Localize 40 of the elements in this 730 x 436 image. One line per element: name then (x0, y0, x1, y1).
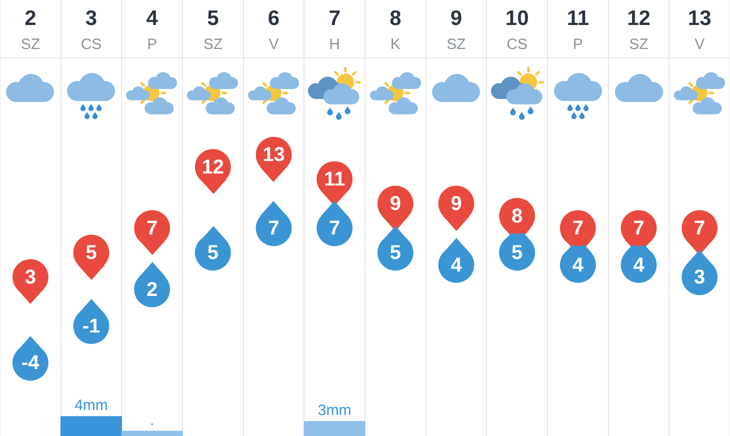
data-label: 5 (86, 242, 97, 264)
data-label: 9 (390, 193, 401, 216)
x-tick-label: 5 SZ (203, 6, 223, 54)
data-label: 5 (512, 242, 523, 264)
data-label: -4 (22, 352, 40, 374)
data-label: 4 (450, 254, 463, 276)
data-label: 7 (146, 218, 158, 240)
x-tick-label: 12 SZ (627, 6, 650, 54)
data-label: -1 (82, 316, 100, 338)
data-label: 7 (268, 218, 280, 240)
data-label: 12 (202, 156, 224, 178)
data-label: 5 (207, 242, 218, 264)
data-label: 11 (324, 168, 346, 191)
data-label: 13 (262, 144, 285, 166)
data-label: 4mm (74, 397, 108, 414)
x-tick-label: 10 CS (505, 6, 529, 54)
data-label: 7 (572, 218, 584, 240)
x-tick-label: 9 SZ (446, 6, 466, 54)
data-label: 7 (633, 218, 644, 240)
data-label: 2 (146, 278, 158, 301)
data-label: 7 (329, 218, 340, 240)
data-label: 9 (450, 193, 462, 216)
x-tick-label: 11 P (566, 6, 590, 54)
data-label: 4 (572, 254, 584, 276)
data-label: 4 (633, 254, 646, 276)
data-label: 5 (390, 242, 401, 264)
data-label: 3 (24, 266, 36, 289)
data-label: 3 (694, 266, 706, 289)
data-label: . (150, 412, 154, 429)
x-tick-label: 6 V (268, 6, 280, 54)
x-tick-label: 7 H (328, 6, 340, 54)
data-label: 8 (512, 205, 523, 228)
point (620, 210, 657, 246)
x-tick-label: 13 V (688, 6, 712, 54)
data-label: 3mm (318, 402, 352, 420)
x-tick-label: 2 SZ (20, 6, 40, 54)
x-tick-label: 8 K (390, 6, 402, 54)
x-tick-label: 3 CS (80, 6, 102, 54)
x-tick-label: 4 P (146, 6, 158, 54)
data-label: 7 (694, 218, 706, 240)
